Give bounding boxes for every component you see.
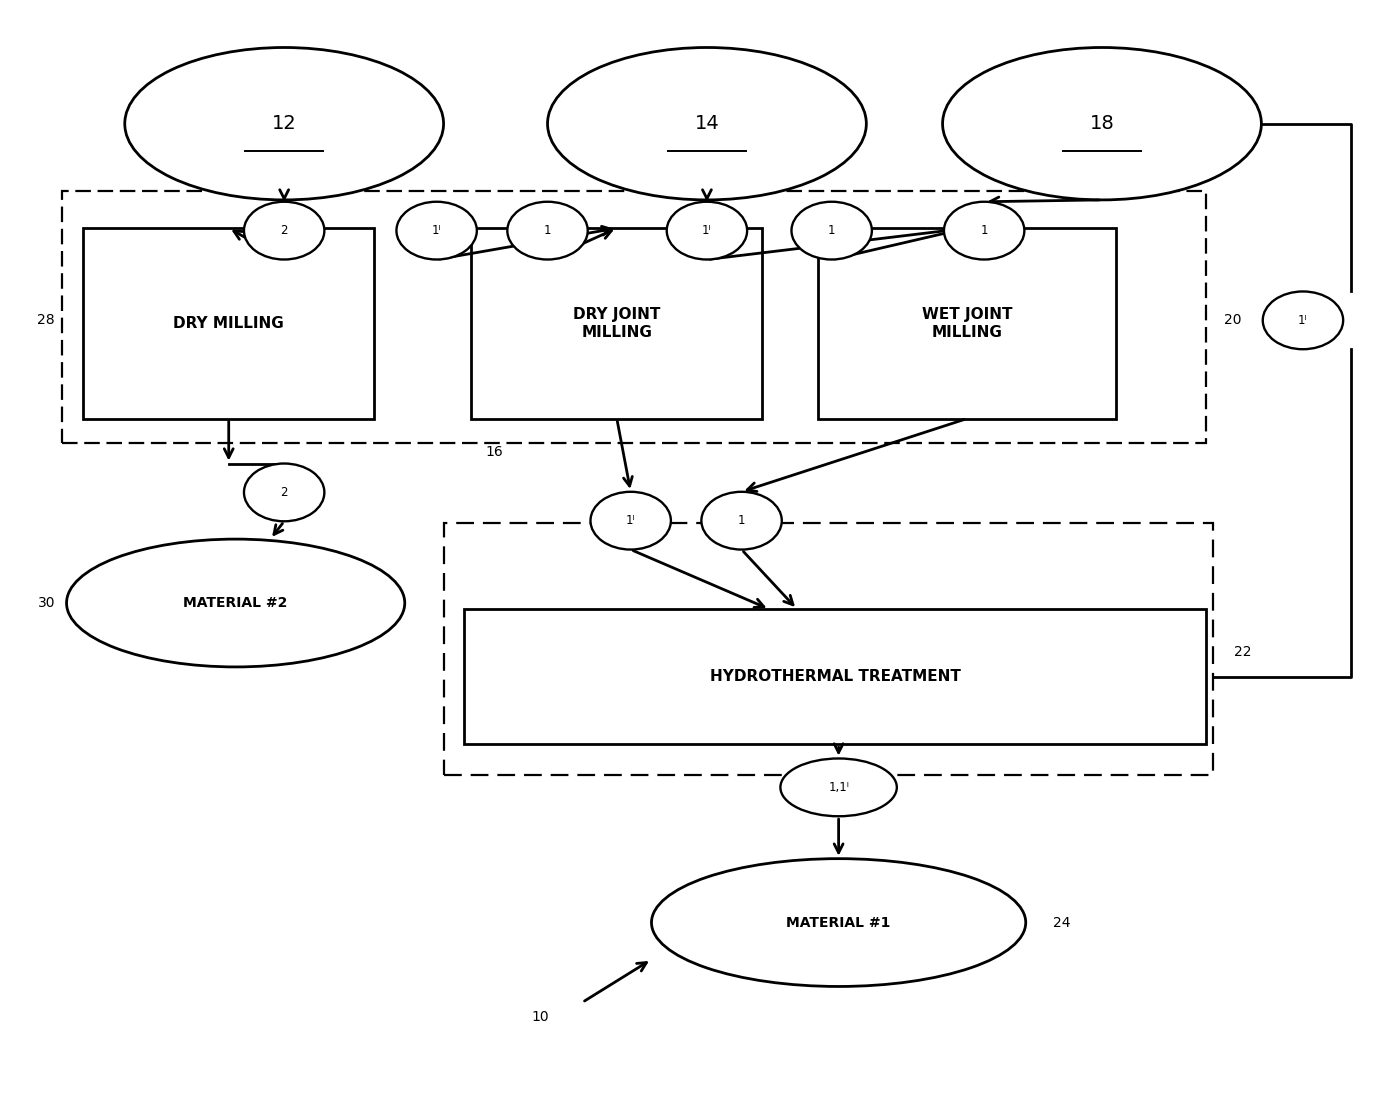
Text: 30: 30 [38, 596, 55, 610]
Ellipse shape [942, 47, 1261, 199]
Text: 18: 18 [1089, 114, 1114, 133]
Text: 1ᴵ: 1ᴵ [703, 224, 711, 237]
Ellipse shape [396, 202, 477, 260]
Ellipse shape [591, 492, 671, 550]
Text: 1: 1 [543, 224, 552, 237]
Ellipse shape [244, 202, 325, 260]
Text: 1ᴵ: 1ᴵ [626, 514, 636, 528]
FancyBboxPatch shape [83, 228, 374, 419]
Text: 12: 12 [272, 114, 297, 133]
FancyBboxPatch shape [444, 523, 1212, 775]
Text: 1: 1 [738, 514, 745, 528]
Ellipse shape [67, 539, 405, 666]
Text: 28: 28 [38, 314, 55, 327]
FancyBboxPatch shape [472, 228, 763, 419]
Ellipse shape [651, 859, 1026, 987]
Ellipse shape [244, 464, 325, 521]
FancyBboxPatch shape [465, 609, 1205, 745]
Ellipse shape [1263, 291, 1343, 349]
Text: 1,1ᴵ: 1,1ᴵ [829, 781, 848, 794]
Text: MATERIAL #1: MATERIAL #1 [787, 915, 890, 930]
Text: 1ᴵ: 1ᴵ [431, 224, 441, 237]
Text: 10: 10 [532, 1010, 549, 1024]
Ellipse shape [125, 47, 444, 199]
Text: 20: 20 [1224, 314, 1242, 327]
Text: DRY MILLING: DRY MILLING [174, 316, 284, 330]
FancyBboxPatch shape [818, 228, 1116, 419]
Ellipse shape [701, 492, 781, 550]
Text: HYDROTHERMAL TREATMENT: HYDROTHERMAL TREATMENT [710, 670, 960, 684]
Ellipse shape [666, 202, 748, 260]
Text: 1: 1 [980, 224, 988, 237]
Text: 24: 24 [1053, 915, 1071, 930]
Text: 22: 22 [1233, 645, 1252, 660]
Text: 1ᴵ: 1ᴵ [1298, 314, 1308, 327]
Ellipse shape [944, 202, 1025, 260]
Text: MATERIAL #2: MATERIAL #2 [183, 596, 288, 610]
Ellipse shape [791, 202, 872, 260]
Text: 1: 1 [827, 224, 836, 237]
Ellipse shape [507, 202, 588, 260]
Text: DRY JOINT
MILLING: DRY JOINT MILLING [573, 307, 661, 339]
Text: 2: 2 [280, 486, 288, 498]
Text: 14: 14 [694, 114, 720, 133]
Text: 16: 16 [486, 445, 503, 459]
FancyBboxPatch shape [63, 192, 1205, 444]
Ellipse shape [547, 47, 867, 199]
Text: 2: 2 [280, 224, 288, 237]
Ellipse shape [780, 758, 897, 816]
Text: WET JOINT
MILLING: WET JOINT MILLING [921, 307, 1012, 339]
